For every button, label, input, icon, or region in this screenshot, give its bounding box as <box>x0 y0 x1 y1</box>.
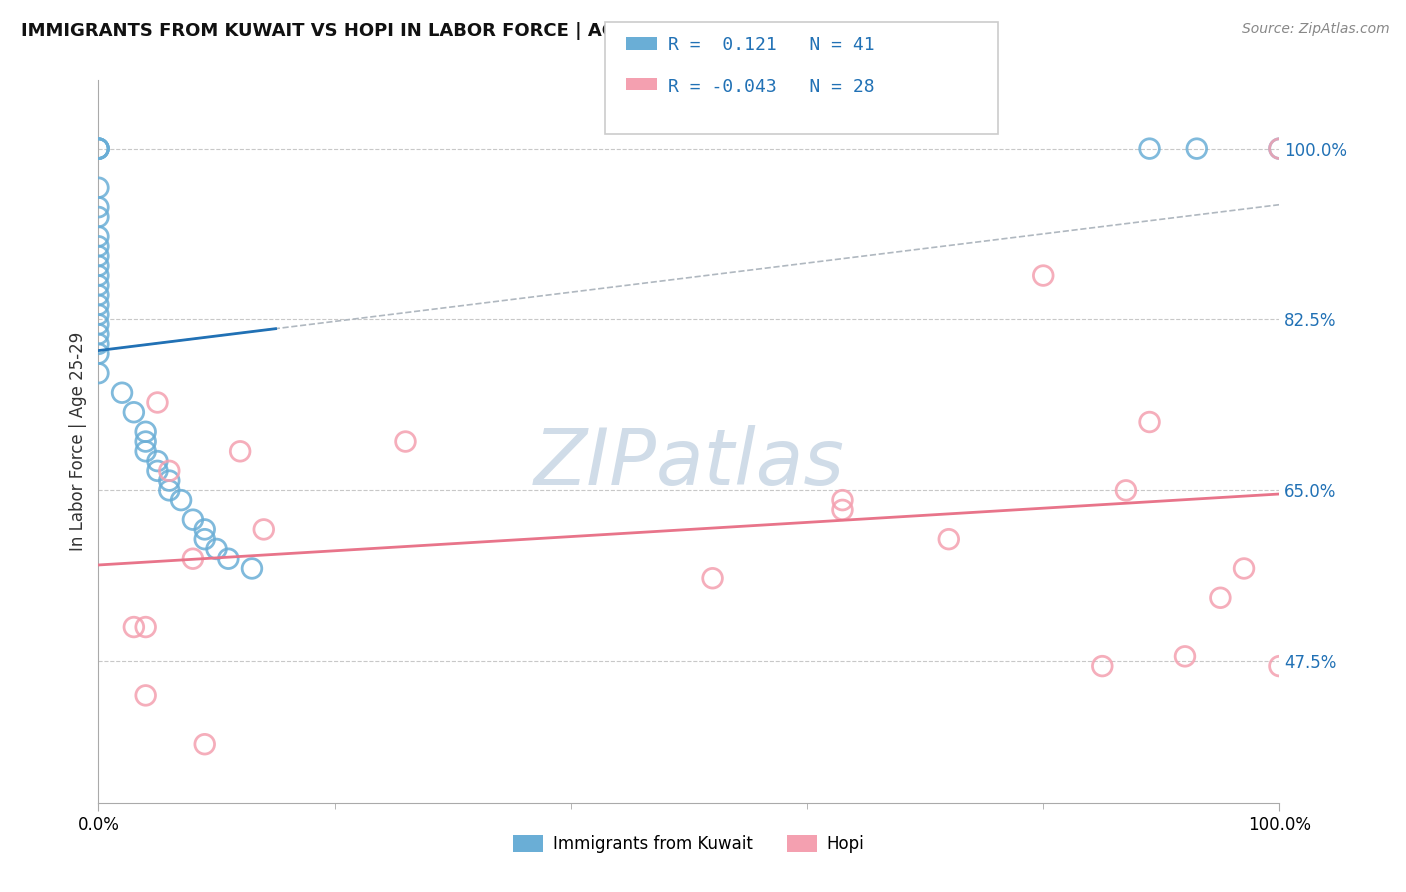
Point <box>87 180 110 194</box>
Point <box>1268 142 1291 156</box>
Point <box>1185 142 1208 156</box>
Y-axis label: In Labor Force | Age 25-29: In Labor Force | Age 25-29 <box>69 332 87 551</box>
Point <box>1139 142 1161 156</box>
Point <box>229 444 252 458</box>
Point <box>938 532 960 546</box>
Point <box>1233 561 1256 575</box>
Point <box>1091 659 1114 673</box>
Legend: Immigrants from Kuwait, Hopi: Immigrants from Kuwait, Hopi <box>506 828 872 860</box>
Point <box>135 434 157 449</box>
Point <box>1115 483 1137 498</box>
Point <box>87 288 110 302</box>
Point <box>87 249 110 263</box>
Point <box>87 142 110 156</box>
Point <box>146 395 169 409</box>
Point <box>1139 415 1161 429</box>
Text: R =  0.121   N = 41: R = 0.121 N = 41 <box>668 37 875 54</box>
Point <box>1268 142 1291 156</box>
Point <box>194 532 217 546</box>
Point <box>394 434 416 449</box>
Point <box>87 366 110 380</box>
Point <box>87 308 110 322</box>
Point <box>87 142 110 156</box>
Point <box>146 454 169 468</box>
Point <box>135 689 157 703</box>
Point <box>87 142 110 156</box>
Point <box>831 503 853 517</box>
Point <box>87 210 110 224</box>
Point <box>1174 649 1197 664</box>
Point <box>146 464 169 478</box>
Point <box>181 551 204 566</box>
Point <box>87 346 110 360</box>
Point <box>194 523 217 537</box>
Point <box>87 259 110 273</box>
Point <box>170 493 193 508</box>
Point <box>253 523 276 537</box>
Text: IMMIGRANTS FROM KUWAIT VS HOPI IN LABOR FORCE | AGE 25-29 CORRELATION CHART: IMMIGRANTS FROM KUWAIT VS HOPI IN LABOR … <box>21 22 914 40</box>
Text: Source: ZipAtlas.com: Source: ZipAtlas.com <box>1241 22 1389 37</box>
Point <box>87 327 110 342</box>
Point <box>87 142 110 156</box>
Point <box>87 142 110 156</box>
Point <box>157 483 180 498</box>
Point <box>205 541 228 556</box>
Point <box>87 337 110 351</box>
Point <box>87 278 110 293</box>
Point <box>831 493 853 508</box>
Point <box>157 474 180 488</box>
Point <box>87 318 110 332</box>
Point <box>111 385 134 400</box>
Point <box>87 229 110 244</box>
Point <box>1209 591 1232 605</box>
Point <box>157 464 180 478</box>
Point <box>240 561 263 575</box>
Point <box>1032 268 1054 283</box>
Point <box>135 425 157 439</box>
Point <box>181 513 204 527</box>
Point <box>702 571 724 585</box>
Point <box>194 737 217 751</box>
Point <box>87 268 110 283</box>
Point <box>87 200 110 214</box>
Text: ZIPatlas: ZIPatlas <box>533 425 845 501</box>
Point <box>217 551 239 566</box>
Text: R = -0.043   N = 28: R = -0.043 N = 28 <box>668 78 875 95</box>
Point <box>1268 659 1291 673</box>
Point <box>122 405 145 419</box>
Point <box>135 620 157 634</box>
Point <box>122 620 145 634</box>
Point <box>87 298 110 312</box>
Point <box>135 444 157 458</box>
Point <box>87 239 110 253</box>
